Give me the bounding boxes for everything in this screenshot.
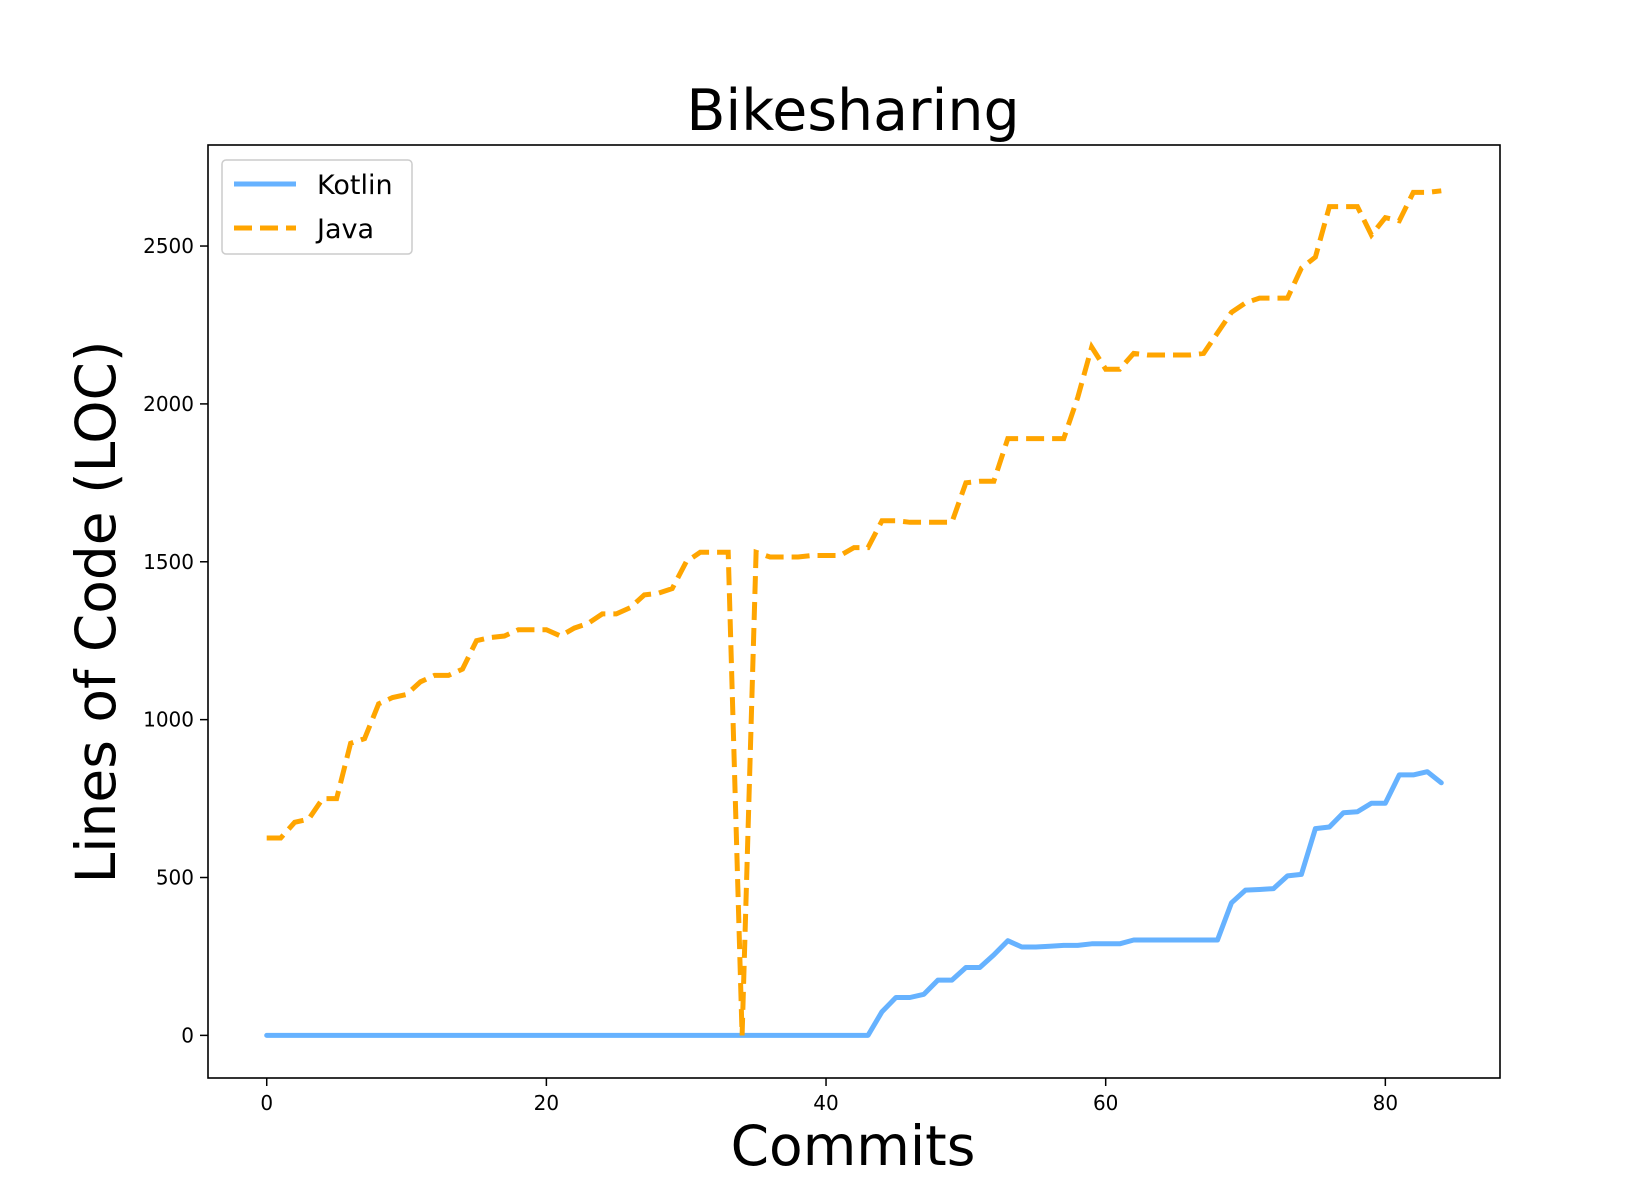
y-tick-label: 1000: [143, 708, 194, 732]
legend-label-kotlin: Kotlin: [317, 170, 393, 201]
legend-label-java: Java: [315, 214, 374, 245]
plot-area-frame: [207, 144, 1501, 1079]
x-tick-label: 20: [534, 1091, 559, 1115]
y-tick-label: 2500: [143, 234, 194, 258]
y-tick-label: 2000: [143, 392, 194, 416]
y-axis-label: Lines of Code (LOC): [64, 341, 128, 884]
series-line-java: [266, 188, 1442, 1036]
y-tick-label: 0: [181, 1023, 194, 1047]
series-lines: [264, 188, 1444, 1038]
x-tick-label: 40: [813, 1091, 838, 1115]
x-axis-label: Commits: [731, 1114, 976, 1178]
x-tick-label: 0: [260, 1091, 273, 1115]
series-line-kotlin: [264, 769, 1444, 1038]
legend: Kotlin Java: [221, 159, 413, 255]
y-tick-label: 1500: [143, 550, 194, 574]
y-tick-label: 500: [156, 866, 194, 890]
x-tick-label: 60: [1093, 1091, 1118, 1115]
chart-title: Bikesharing: [686, 78, 1019, 144]
x-tick-label: 80: [1373, 1091, 1398, 1115]
tick-marks: 0 20 40 60 80 0 500 1000 1500 2000 2500: [143, 234, 1398, 1115]
